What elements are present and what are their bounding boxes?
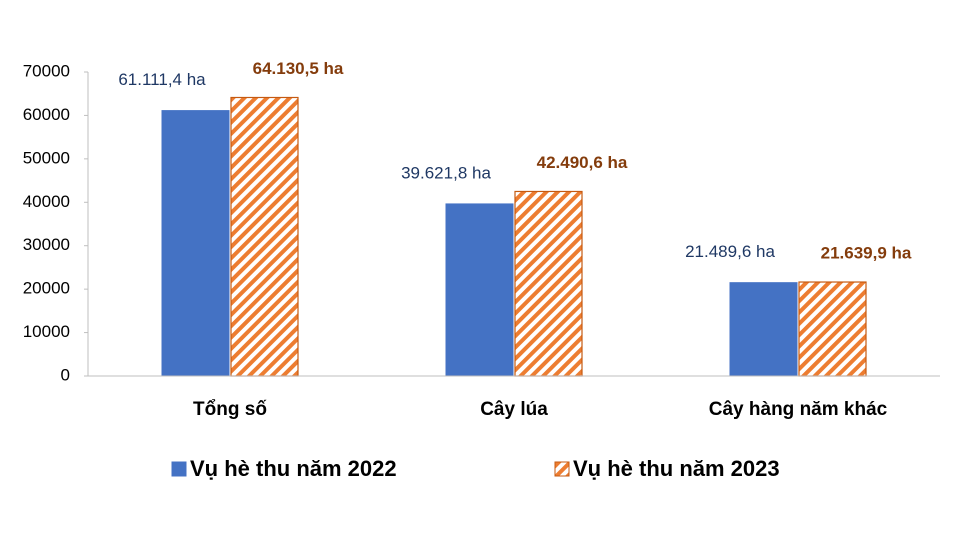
bar: [729, 282, 798, 377]
bar: [514, 190, 583, 377]
legend-label: Vụ hè thu năm 2022: [190, 456, 397, 481]
value-label: 21.489,6 ha: [685, 242, 775, 261]
value-label: 39.621,8 ha: [401, 163, 491, 182]
y-tick-label: 50000: [23, 148, 70, 167]
y-tick-label: 60000: [23, 105, 70, 124]
value-label: 64.130,5 ha: [253, 59, 344, 78]
bar: [445, 203, 514, 377]
x-tick-label: Tổng số: [193, 399, 267, 420]
y-tick-label: 40000: [23, 192, 70, 211]
y-tick-label: 0: [61, 365, 70, 384]
y-tick-label: 20000: [23, 279, 70, 298]
legend-swatch: [554, 461, 570, 477]
value-label: 61.111,4 ha: [118, 70, 206, 89]
legend-label: Vụ hè thu năm 2023: [573, 456, 780, 481]
legend-swatch: [171, 461, 187, 477]
value-label: 21.639,9 ha: [821, 244, 912, 263]
x-tick-label: Cây lúa: [480, 399, 548, 420]
y-tick-label: 30000: [23, 235, 70, 254]
value-label: 42.490,6 ha: [537, 153, 628, 172]
bar: [161, 110, 230, 377]
bar: [798, 281, 867, 377]
y-tick-label: 10000: [23, 322, 70, 341]
bar: [230, 96, 299, 377]
y-tick-label: 70000: [23, 61, 70, 80]
x-tick-label: Cây hàng năm khác: [709, 399, 888, 420]
